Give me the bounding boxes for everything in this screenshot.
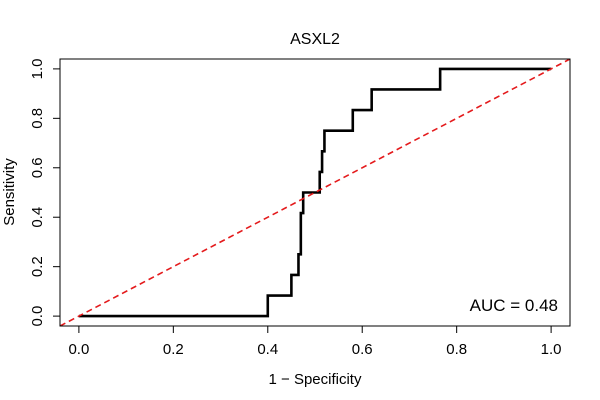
x-tick-label: 1.0	[541, 341, 562, 358]
chart-title: ASXL2	[290, 31, 340, 48]
reference-diagonal-line	[60, 59, 570, 326]
x-tick-label: 0.8	[446, 341, 467, 358]
x-tick-label: 0.4	[257, 341, 278, 358]
plot-area	[60, 59, 570, 326]
y-tick-label: 0.8	[29, 108, 46, 129]
y-axis: 0.0 0.2 0.4 0.6 0.8 1.0	[29, 58, 61, 327]
x-axis: 0.0 0.2 0.4 0.6 0.8 1.0	[68, 325, 562, 358]
auc-annotation: AUC = 0.48	[470, 296, 558, 315]
y-axis-title: Sensitivity	[1, 158, 18, 226]
y-tick-label: 0.6	[29, 157, 46, 178]
x-tick-label: 0.6	[352, 341, 373, 358]
y-tick-label: 0.2	[29, 256, 46, 277]
y-tick-label: 0.4	[29, 207, 46, 228]
y-tick-label: 1.0	[29, 58, 46, 79]
x-tick-label: 0.0	[68, 341, 89, 358]
roc-curve-line	[78, 67, 552, 318]
x-axis-title: 1 − Specificity	[269, 371, 362, 388]
y-tick-label: 0.0	[29, 306, 46, 327]
x-tick-label: 0.2	[163, 341, 184, 358]
